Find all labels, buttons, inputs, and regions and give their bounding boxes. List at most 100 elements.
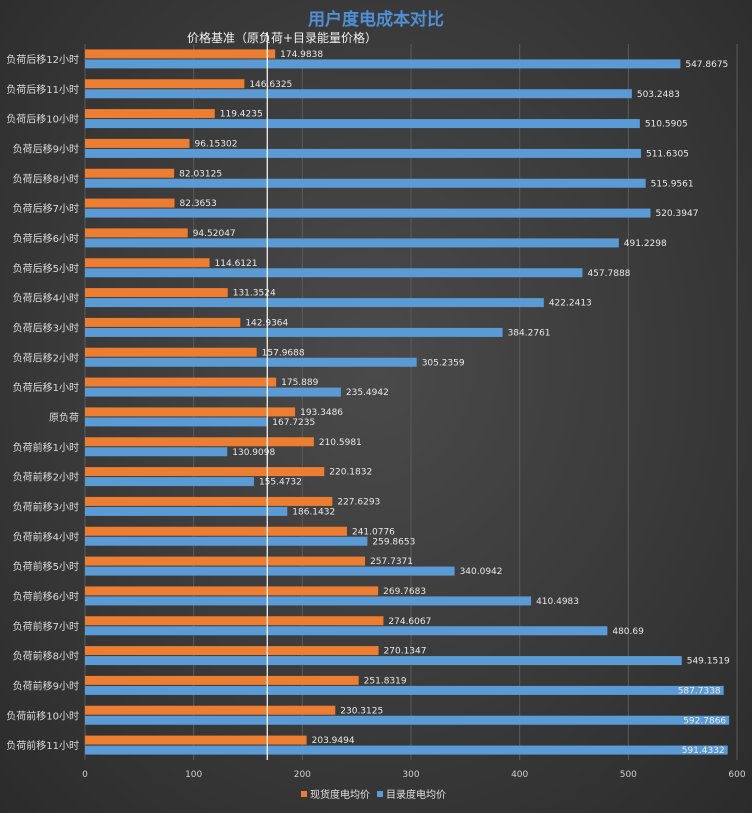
data-label: 257.7371	[370, 557, 413, 567]
data-label: 131.3524	[233, 289, 276, 299]
bar-spot	[85, 586, 379, 596]
category-label: 负荷后移7小时	[13, 202, 79, 215]
bar-spot	[85, 288, 228, 298]
data-label: 515.9561	[651, 179, 694, 189]
category-label: 负荷前移8小时	[13, 650, 79, 663]
bar-catalog	[85, 685, 724, 695]
category-label: 负荷后移5小时	[13, 262, 79, 275]
category-label: 负荷前移7小时	[13, 620, 79, 633]
data-label: 270.1347	[384, 647, 427, 657]
legend-label-catalog: 目录度电均价	[386, 788, 446, 801]
bar-catalog	[85, 327, 503, 337]
chart-title: 用户度电成本对比	[308, 9, 444, 30]
category-label: 负荷后移1小时	[13, 381, 79, 394]
data-label: 520.3947	[655, 209, 698, 219]
x-tick-label: 200	[294, 770, 311, 780]
category-label: 负荷前移5小时	[13, 560, 79, 573]
data-label: 384.2761	[508, 328, 551, 338]
category-label: 负荷后移8小时	[13, 172, 79, 185]
data-label: 155.4732	[259, 478, 302, 488]
data-label: 186.1432	[292, 507, 335, 517]
legend: 现货度电均价 目录度电均价	[301, 788, 446, 801]
bar-spot	[85, 377, 277, 387]
data-label: 146.6325	[249, 80, 292, 90]
bar-spot	[85, 526, 347, 536]
category-label: 负荷后移10小时	[6, 113, 79, 126]
data-label: 175.889	[281, 378, 318, 388]
reference-line-group: 价格基准（原负荷+目录能量价格）	[187, 30, 377, 760]
category-label: 负荷前移6小时	[13, 590, 79, 603]
bar-spot	[85, 49, 276, 59]
bar-spot	[85, 138, 190, 148]
data-label: 410.4983	[536, 597, 579, 607]
category-label: 负荷后移12小时	[6, 53, 79, 66]
data-label: 241.0776	[352, 527, 395, 537]
data-label: 227.6293	[337, 497, 380, 507]
data-label: 220.1832	[329, 468, 372, 478]
data-label: 547.8675	[685, 60, 728, 70]
data-label: 130.9098	[232, 448, 275, 458]
data-label: 587.7338	[678, 686, 721, 696]
data-label: 174.9838	[280, 50, 323, 60]
bar-catalog	[85, 238, 619, 248]
category-label: 负荷后移3小时	[13, 321, 79, 334]
bar-catalog	[85, 208, 651, 218]
x-tick-label: 500	[620, 770, 637, 780]
bar-catalog	[85, 715, 730, 725]
data-label: 114.6121	[215, 259, 258, 269]
category-labels: 负荷后移12小时负荷后移11小时负荷后移10小时负荷后移9小时负荷后移8小时负荷…	[6, 53, 79, 752]
bar-catalog	[85, 596, 532, 606]
data-label: 203.9494	[312, 736, 355, 746]
bar-catalog	[85, 477, 254, 487]
data-label: 210.5981	[319, 438, 362, 448]
bar-spot	[85, 407, 296, 417]
bar-spot	[85, 467, 325, 477]
bar-spot	[85, 675, 359, 685]
bar-spot	[85, 646, 379, 656]
category-label: 负荷前移10小时	[6, 709, 79, 722]
x-tick-label: 600	[728, 770, 745, 780]
x-tick-label: 100	[185, 770, 202, 780]
data-label: 510.5905	[645, 120, 688, 130]
bar-catalog	[85, 119, 640, 129]
bar-spot	[85, 437, 314, 447]
bar-catalog	[85, 566, 455, 576]
data-label: 230.3125	[340, 706, 383, 716]
bar-catalog	[85, 745, 728, 755]
legend-swatch-spot	[301, 791, 307, 797]
bar-catalog	[85, 178, 646, 188]
bar-catalog	[85, 357, 417, 367]
category-label: 负荷前移1小时	[13, 441, 79, 454]
category-label: 负荷后移2小时	[13, 351, 79, 364]
category-label: 负荷后移4小时	[13, 292, 79, 305]
category-label: 负荷前移4小时	[13, 530, 79, 543]
category-label: 负荷前移2小时	[13, 471, 79, 484]
data-label: 193.3486	[300, 408, 343, 418]
bar-spot	[85, 496, 333, 506]
bar-catalog	[85, 59, 681, 69]
data-label: 157.9688	[262, 348, 305, 358]
bar-spot	[85, 616, 384, 626]
bar-catalog	[85, 506, 288, 516]
data-label: 305.2359	[422, 358, 465, 368]
bar-spot	[85, 556, 366, 566]
bar-spot	[85, 79, 245, 89]
data-label: 591.4332	[682, 746, 725, 756]
bar-spot	[85, 198, 175, 208]
bar-catalog	[85, 626, 608, 636]
data-label: 167.7235	[272, 418, 315, 428]
bar-spot	[85, 317, 241, 327]
x-tick-label: 400	[511, 770, 528, 780]
data-label: 96.15302	[194, 139, 237, 149]
data-label: 82.03125	[179, 169, 222, 179]
bar-catalog	[85, 387, 341, 397]
data-label: 259.8653	[372, 537, 415, 547]
bar-catalog	[85, 268, 583, 278]
data-label: 503.2483	[637, 90, 680, 100]
data-label: 251.8319	[364, 676, 407, 686]
category-label: 负荷前移3小时	[13, 500, 79, 513]
data-label: 491.2298	[624, 239, 667, 249]
data-label: 82.3653	[180, 199, 217, 209]
data-label: 94.52047	[193, 229, 236, 239]
